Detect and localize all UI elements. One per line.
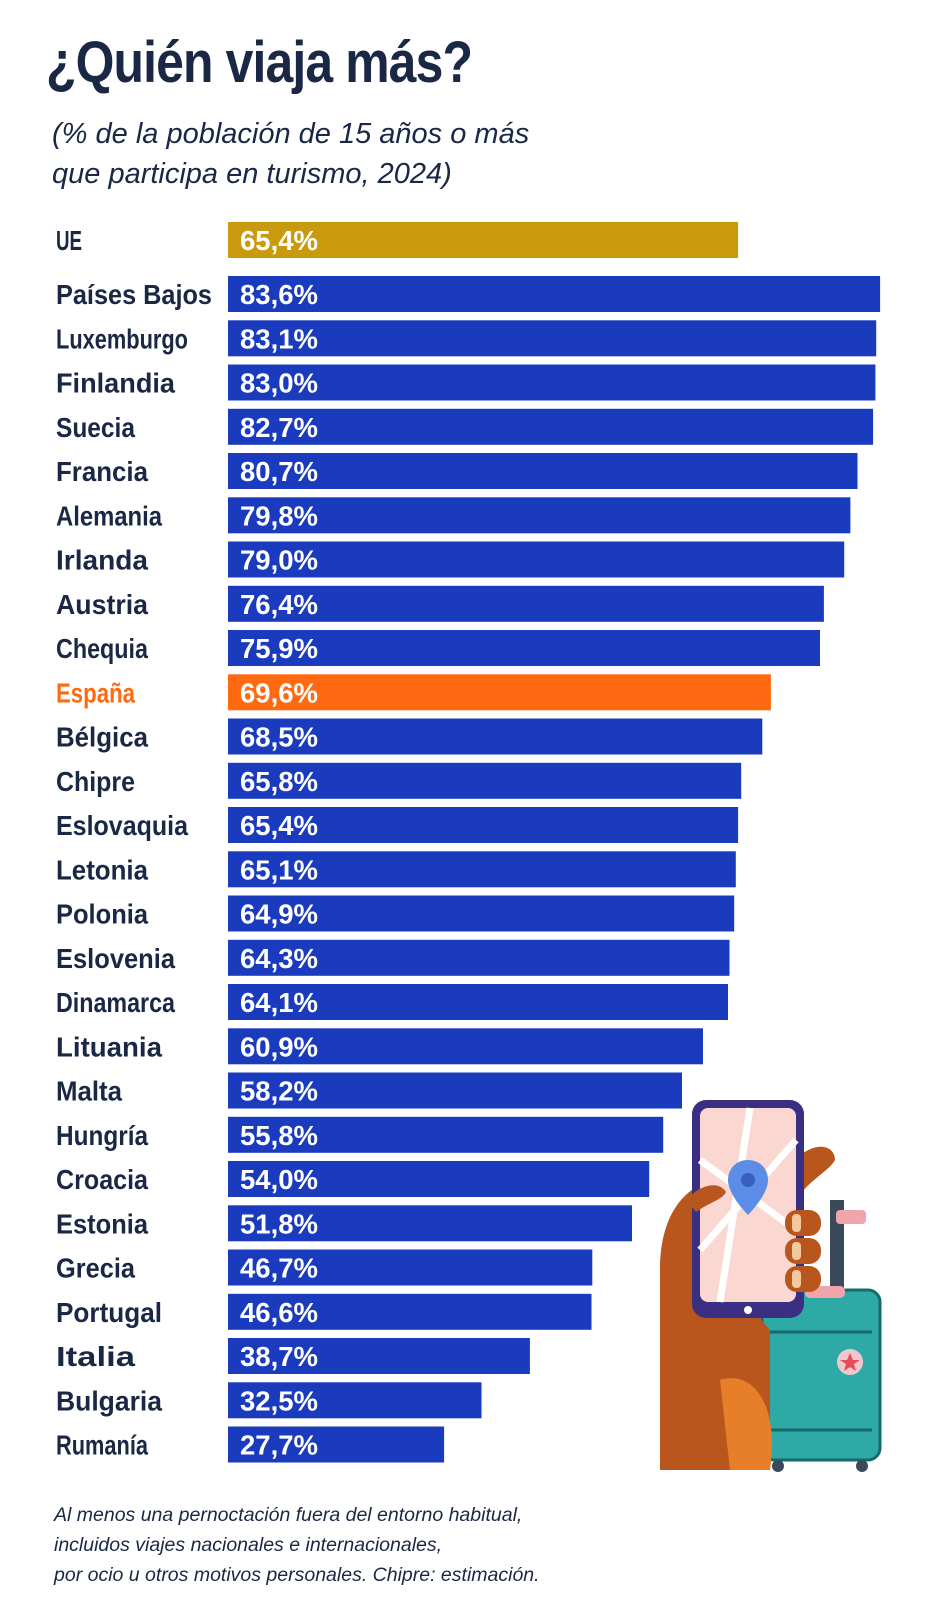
bar-rumania	[228, 1426, 445, 1463]
category-label-eslovaquia: Eslovaquia	[56, 810, 188, 841]
bar-lituania	[228, 1028, 703, 1065]
bar-croacia	[228, 1161, 650, 1197]
subtitle-line-1: (% de la población de 15 años o más	[52, 118, 530, 150]
value-label-paises-bajos: 83,6%	[240, 279, 318, 310]
category-label-finlandia: Finlandia	[56, 368, 175, 399]
bar-letonia	[228, 851, 736, 888]
category-label-eslovenia: Eslovenia	[56, 943, 175, 974]
bar-malta	[228, 1072, 682, 1109]
category-label-grecia: Grecia	[56, 1253, 135, 1284]
footnote: Al menos una pernoctación fuera del ento…	[54, 1500, 694, 1590]
value-label-chequia: 75,9%	[240, 633, 318, 664]
category-label-italia: Italia	[56, 1341, 136, 1372]
value-label-ue: 65,4%	[240, 225, 318, 256]
subtitle-line-2: que participa en turismo, 2024)	[52, 158, 452, 190]
value-label-luxemburgo: 83,1%	[240, 323, 318, 354]
category-label-estonia: Estonia	[56, 1208, 148, 1239]
bar-polonia	[228, 895, 735, 932]
bar-italia	[228, 1338, 530, 1374]
category-label-luxemburgo: Luxemburgo	[56, 323, 188, 354]
category-label-francia: Francia	[56, 456, 148, 487]
bar-ue	[228, 222, 739, 258]
bar-paises-bajos	[228, 276, 881, 312]
bar-hungria	[228, 1116, 664, 1153]
value-label-lituania: 60,9%	[240, 1031, 318, 1062]
category-label-malta: Malta	[56, 1076, 122, 1107]
value-label-irlanda: 79,0%	[240, 545, 318, 576]
bar-chart: UE 65,4% Países Bajos 83,6% Luxemburgo 83,1% F…	[56, 222, 881, 1463]
bar-portugal	[228, 1293, 592, 1330]
value-label-bulgaria: 32,5%	[240, 1385, 318, 1416]
category-label-espana: España	[56, 677, 135, 708]
value-label-italia: 38,7%	[240, 1341, 318, 1372]
chart-subtitle: (% de la población de 15 años o más que …	[52, 114, 672, 194]
category-label-chequia: Chequia	[56, 633, 148, 664]
category-label-irlanda: Irlanda	[56, 545, 148, 576]
footnote-line-1: Al menos una pernoctación fuera del ento…	[54, 1504, 523, 1526]
value-label-estonia: 51,8%	[240, 1208, 318, 1239]
category-label-croacia: Croacia	[56, 1164, 148, 1195]
bar-grecia	[228, 1249, 593, 1286]
category-label-belgica: Bélgica	[56, 722, 148, 753]
value-label-rumania: 27,7%	[240, 1430, 318, 1461]
bar-irlanda	[228, 541, 845, 578]
value-label-hungria: 55,8%	[240, 1120, 318, 1151]
category-label-hungria: Hungría	[56, 1120, 148, 1151]
category-label-letonia: Letonia	[56, 854, 148, 885]
footnote-line-3: por ocio u otros motivos personales. Chi…	[54, 1564, 540, 1586]
value-label-dinamarca: 64,1%	[240, 987, 318, 1018]
value-label-austria: 76,4%	[240, 589, 318, 620]
value-label-finlandia: 83,0%	[240, 368, 318, 399]
phone-icon	[692, 1100, 804, 1318]
value-label-croacia: 54,0%	[240, 1164, 318, 1195]
fingers-icon	[686, 1185, 821, 1292]
category-label-bulgaria: Bulgaria	[56, 1385, 162, 1416]
bar-belgica	[228, 718, 763, 755]
category-label-alemania: Alemania	[56, 500, 162, 531]
value-label-letonia: 65,1%	[240, 854, 318, 885]
bar-francia	[228, 453, 858, 489]
bar-chequia	[228, 630, 820, 666]
category-label-portugal: Portugal	[56, 1297, 162, 1328]
value-label-eslovenia: 64,3%	[240, 943, 318, 974]
bar-eslovenia	[228, 939, 730, 976]
category-label-paises-bajos: Países Bajos	[56, 279, 212, 310]
bar-bulgaria	[228, 1382, 482, 1419]
category-label-suecia: Suecia	[56, 412, 135, 443]
category-label-ue: UE	[56, 225, 82, 256]
hand-icon	[660, 1146, 835, 1470]
category-label-polonia: Polonia	[56, 899, 148, 930]
bar-suecia	[228, 408, 874, 445]
value-label-malta: 58,2%	[240, 1076, 318, 1107]
category-label-lituania: Lituania	[56, 1031, 162, 1062]
bar-eslovaquia	[228, 807, 739, 843]
hand-phone-map-pin-suitcase-icon	[660, 1100, 882, 1472]
value-label-francia: 80,7%	[240, 456, 318, 487]
bar-dinamarca	[228, 984, 728, 1020]
bar-estonia	[228, 1205, 632, 1242]
value-label-suecia: 82,7%	[240, 412, 318, 443]
value-label-portugal: 46,6%	[240, 1297, 318, 1328]
bar-finlandia	[228, 364, 876, 401]
bar-alemania	[228, 497, 851, 534]
value-label-chipre: 65,8%	[240, 766, 318, 797]
chart-title: ¿Quién viaja más?	[46, 30, 473, 95]
bar-espana	[228, 674, 771, 711]
category-label-chipre: Chipre	[56, 766, 135, 797]
bar-luxemburgo	[228, 320, 877, 357]
suitcase-icon	[760, 1200, 882, 1472]
value-label-alemania: 79,8%	[240, 500, 318, 531]
value-label-grecia: 46,7%	[240, 1253, 318, 1284]
footnote-line-2: incluidos viajes nacionales e internacio…	[54, 1534, 443, 1556]
value-label-espana: 69,6%	[240, 677, 318, 708]
category-label-austria: Austria	[56, 589, 148, 620]
value-label-polonia: 64,9%	[240, 899, 318, 930]
category-label-rumania: Rumanía	[56, 1430, 148, 1461]
category-label-dinamarca: Dinamarca	[56, 987, 175, 1018]
bar-chipre	[228, 762, 742, 799]
value-label-eslovaquia: 65,4%	[240, 810, 318, 841]
value-label-belgica: 68,5%	[240, 722, 318, 753]
bar-austria	[228, 585, 824, 622]
